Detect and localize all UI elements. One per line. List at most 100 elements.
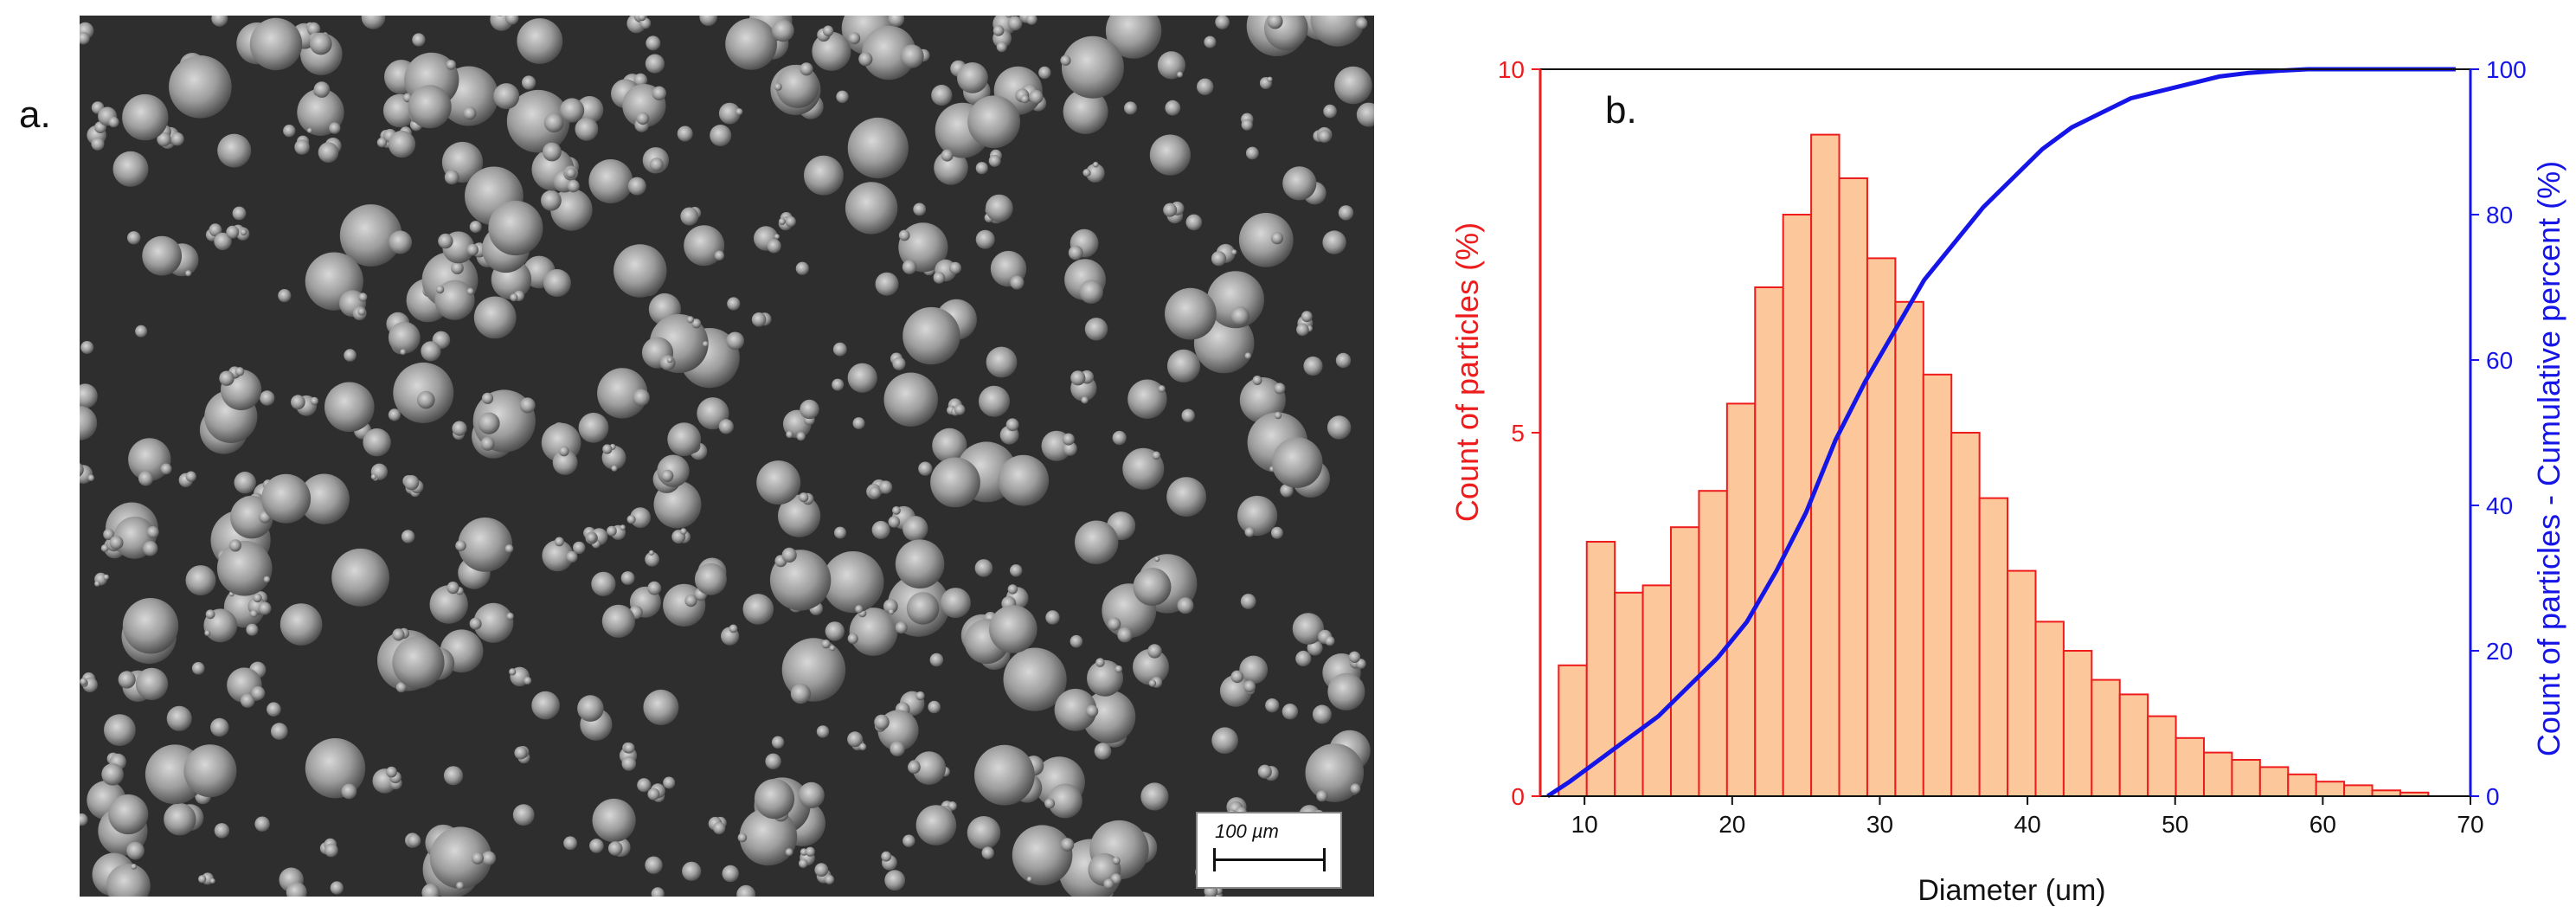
histogram-bar (1614, 591, 1644, 797)
powder-particle (1295, 650, 1312, 667)
powder-particle (1070, 634, 1083, 648)
satellite-particle (1244, 527, 1255, 537)
powder-particle (517, 18, 563, 64)
satellite-particle (647, 788, 660, 800)
satellite-particle (146, 526, 159, 538)
histogram-bar (1978, 497, 2009, 797)
satellite-particle (1082, 169, 1091, 177)
powder-particle (875, 272, 899, 296)
satellite-particle (1020, 94, 1030, 104)
powder-particle (1165, 100, 1181, 116)
powder-particle (647, 581, 662, 595)
powder-particle (1181, 408, 1195, 422)
histogram-bar (1754, 286, 1784, 797)
x-tick-label: 70 (2457, 811, 2483, 838)
powder-particle (836, 90, 849, 104)
satellite-particle (456, 881, 465, 890)
satellite-particle (1081, 396, 1089, 404)
satellite-particle (504, 16, 519, 25)
powder-particle (862, 25, 916, 80)
powder-particle (1267, 16, 1283, 29)
powder-particle (1177, 597, 1194, 614)
powder-particle (1239, 655, 1269, 685)
powder-particle (210, 717, 229, 737)
satellite-particle (469, 617, 482, 630)
histogram-bar (1782, 214, 1813, 797)
powder-particle (601, 604, 636, 638)
powder-particle (722, 865, 739, 883)
powder-particle (613, 244, 667, 298)
satellite-particle (103, 529, 115, 540)
satellite-particle (392, 628, 405, 641)
satellite-particle (444, 170, 459, 185)
scale-bar-label: 100 µm (1215, 820, 1279, 842)
powder-particle (754, 779, 795, 820)
satellite-particle (209, 878, 215, 884)
powder-particle (1010, 564, 1023, 577)
satellite-particle (1325, 636, 1335, 646)
satellite-particle (1044, 798, 1056, 809)
powder-particle (834, 526, 846, 539)
satellite-particle (814, 863, 829, 878)
x-tick-label: 10 (1571, 811, 1598, 838)
powder-particle (230, 495, 273, 539)
powder-particle (903, 834, 915, 847)
histogram-bar (1641, 584, 1673, 798)
satellite-particle (892, 357, 906, 370)
left-y-tick-label: 5 (1511, 420, 1525, 447)
powder-particle (478, 412, 500, 434)
powder-particle (1327, 672, 1365, 710)
satellite-particle (847, 633, 858, 645)
right-y-tick-label: 80 (2486, 202, 2513, 228)
powder-particle (1086, 704, 1099, 717)
satellite-particle (992, 25, 1005, 36)
satellite-particle (558, 446, 569, 457)
powder-particle (313, 81, 331, 98)
satellite-particle (796, 432, 806, 441)
satellite-particle (1158, 385, 1166, 393)
powder-particle (1085, 164, 1105, 183)
powder-particle (104, 714, 136, 746)
satellite-particle (1060, 55, 1071, 66)
powder-particle (128, 438, 171, 481)
powder-particle (552, 450, 578, 475)
powder-particle (677, 125, 693, 142)
histogram-bar (1950, 432, 1981, 797)
histogram-bar (1670, 526, 1700, 797)
powder-particle (216, 541, 273, 596)
satellite-particle (781, 547, 797, 563)
powder-particle (630, 507, 651, 528)
powder-particle (883, 372, 938, 427)
powder-particle (637, 778, 652, 793)
satellite-particle (249, 609, 258, 618)
satellite-particle (253, 593, 262, 603)
powder-particle (488, 200, 543, 256)
satellite-particle (892, 506, 901, 515)
powder-particle (1334, 66, 1372, 105)
powder-particle (286, 882, 307, 897)
powder-particle (279, 603, 323, 646)
powder-particle (473, 602, 514, 643)
satellite-particle (1029, 89, 1044, 105)
powder-particle (451, 261, 464, 275)
satellite-particle (109, 536, 124, 550)
powder-particle (1322, 230, 1346, 254)
powder-particle (798, 781, 825, 809)
powder-particle (775, 64, 819, 108)
satellite-particle (1007, 16, 1023, 31)
powder-particle (657, 454, 690, 487)
powder-particle (331, 548, 389, 607)
histogram-bar (1838, 177, 1868, 797)
satellite-particle (737, 833, 748, 843)
powder-particle (975, 162, 988, 175)
powder-particle (443, 766, 464, 786)
powder-particle (1045, 610, 1060, 625)
powder-particle (1079, 280, 1103, 304)
powder-particle (680, 207, 699, 226)
satellite-particle (691, 318, 702, 329)
satellite-particle (729, 624, 738, 633)
powder-particle (330, 881, 344, 895)
satellite-particle (1301, 311, 1313, 323)
satellite-particle (774, 234, 781, 240)
satellite-particle (310, 396, 319, 406)
